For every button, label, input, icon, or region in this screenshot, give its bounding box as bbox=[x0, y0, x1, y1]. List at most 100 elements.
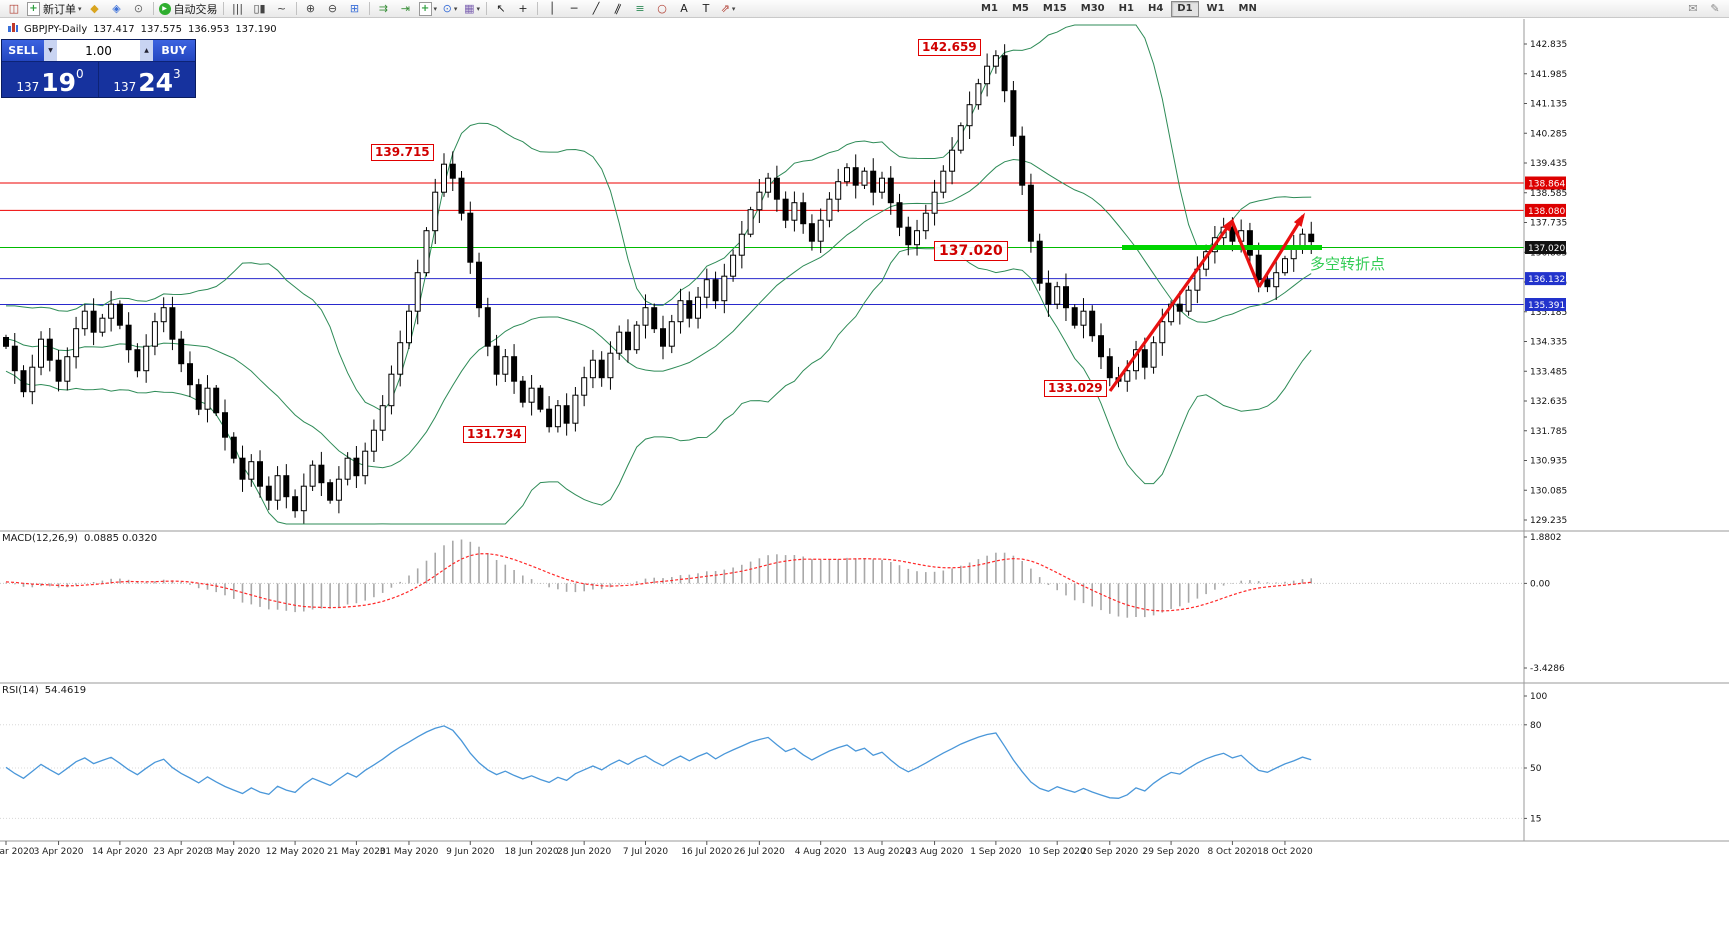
svg-text:137.735: 137.735 bbox=[1530, 219, 1567, 229]
quote-low: 136.953 bbox=[187, 24, 230, 35]
svg-text:0.00: 0.00 bbox=[1530, 579, 1550, 589]
chat-icon[interactable]: ✉ bbox=[1682, 1, 1704, 17]
timeframe-h1[interactable]: H1 bbox=[1118, 3, 1134, 14]
volume-input[interactable]: 1.00 bbox=[57, 40, 140, 61]
sell-price[interactable]: 137 19 0 bbox=[16, 67, 84, 97]
market-icon[interactable]: ◆ bbox=[84, 1, 106, 17]
svg-text:26 Jul 2020: 26 Jul 2020 bbox=[734, 847, 785, 857]
price-badge bbox=[1525, 241, 1566, 254]
horizontal-line-icon[interactable]: ─ bbox=[563, 1, 585, 17]
sell-button[interactable]: SELL bbox=[2, 40, 44, 61]
price-badge bbox=[1525, 203, 1566, 217]
volume-down-button[interactable]: ▼ bbox=[44, 40, 57, 61]
svg-text:140.285: 140.285 bbox=[1530, 129, 1567, 139]
chart-canvas[interactable]: 142.835 141.985 141.135 140.285 139.435 138.5… bbox=[0, 19, 1729, 944]
svg-text:20 Sep 2020: 20 Sep 2020 bbox=[1081, 847, 1138, 857]
indicators-icon[interactable]: + ▾ bbox=[417, 1, 440, 17]
svg-text:3 Apr 2020: 3 Apr 2020 bbox=[34, 847, 84, 857]
tester-icon[interactable]: ⊙ bbox=[128, 1, 150, 17]
timeframe-m15[interactable]: M15 bbox=[1042, 3, 1067, 14]
auto-scroll-icon: ⇉ bbox=[378, 1, 389, 15]
tile-windows-icon[interactable]: ⊞ bbox=[344, 1, 366, 17]
bar-chart-icon[interactable]: ||| bbox=[227, 1, 249, 17]
svg-text:1.8802: 1.8802 bbox=[1530, 533, 1562, 543]
vertical-line-icon[interactable]: │ bbox=[541, 1, 563, 17]
text-icon[interactable]: A bbox=[673, 1, 695, 17]
edit-icon[interactable]: ✎ bbox=[1704, 1, 1726, 17]
dropdown-arrow-icon[interactable]: ▾ bbox=[433, 4, 438, 13]
svg-text:130.935: 130.935 bbox=[1530, 457, 1567, 467]
quote-high: 137.575 bbox=[140, 24, 182, 35]
dropdown-arrow-icon[interactable]: ▾ bbox=[78, 4, 82, 13]
auto-trading-icon: ▶ bbox=[158, 2, 171, 15]
chart-shift-icon[interactable]: ⇥ bbox=[395, 1, 417, 17]
new-order-button[interactable]: + 新订单 ▾ bbox=[25, 1, 84, 17]
price-annotation[interactable]: 139.715 bbox=[371, 144, 434, 161]
symbol-label: GBPJPY-Daily bbox=[24, 24, 88, 35]
timeframe-h4[interactable]: H4 bbox=[1147, 3, 1164, 14]
turning-point-note[interactable]: 多空转折点 bbox=[1310, 255, 1386, 273]
tile-windows-icon: ⊞ bbox=[349, 1, 360, 15]
svg-text:1 Sep 2020: 1 Sep 2020 bbox=[970, 847, 1022, 857]
auto-scroll-icon[interactable]: ⇉ bbox=[373, 1, 395, 17]
svg-text:18 Oct 2020: 18 Oct 2020 bbox=[1257, 847, 1313, 857]
periods-icon[interactable]: ⊙ ▾ bbox=[439, 1, 461, 17]
buy-price[interactable]: 137 24 3 bbox=[113, 67, 181, 97]
navigator-icon[interactable]: ◈ bbox=[106, 1, 128, 17]
toolbar: ◫ + 新订单 ▾ ◆ ◈ ⊙ ▶ 自动交易 ||| ▯▮ ~ ⊕ ⊖ ⊞ ⇉ ⇥ + ▾ ⊙ ▾ ▦ ▾ ↖ + │ ─ ╱ ∥ ≡ ○ A… bbox=[0, 0, 1729, 18]
timeframe-d1[interactable]: D1 bbox=[1171, 0, 1199, 17]
arrows-icon: ⇗ bbox=[720, 1, 730, 15]
svg-text:141.985: 141.985 bbox=[1530, 70, 1567, 80]
zoom-in-icon[interactable]: ⊕ bbox=[300, 1, 322, 17]
price-badge bbox=[1525, 298, 1566, 311]
timeframe-m30[interactable]: M30 bbox=[1080, 3, 1105, 14]
volume-up-button[interactable]: ▲ bbox=[140, 40, 153, 61]
crosshair-icon[interactable]: + bbox=[512, 1, 534, 17]
chart-window-icon[interactable]: ◫ bbox=[3, 1, 25, 17]
svg-text:135.185: 135.185 bbox=[1530, 308, 1567, 318]
timeframe-m5[interactable]: M5 bbox=[1011, 3, 1029, 14]
fibonacci-icon[interactable]: ≡ bbox=[629, 1, 651, 17]
text-label-icon[interactable]: T bbox=[695, 1, 717, 17]
svg-text:23 Apr 2020: 23 Apr 2020 bbox=[153, 847, 209, 857]
svg-text:26 Mar 2020: 26 Mar 2020 bbox=[0, 847, 35, 857]
svg-text:9 Jun 2020: 9 Jun 2020 bbox=[446, 847, 495, 857]
svg-text:28 Jun 2020: 28 Jun 2020 bbox=[557, 847, 611, 857]
svg-text:138.585: 138.585 bbox=[1530, 189, 1567, 199]
line-chart-icon[interactable]: ~ bbox=[271, 1, 293, 17]
price-annotation[interactable]: 142.659 bbox=[918, 39, 981, 56]
macd-label: MACD(12,26,9) 0.0885 0.0320 bbox=[2, 533, 158, 544]
candlestick-chart-icon[interactable]: ▯▮ bbox=[249, 1, 271, 17]
timeframe-mn[interactable]: MN bbox=[1238, 3, 1257, 14]
price-annotation[interactable]: 137.020 bbox=[934, 241, 1008, 261]
svg-text:16 Jul 2020: 16 Jul 2020 bbox=[681, 847, 732, 857]
templates-icon[interactable]: ▦ ▾ bbox=[461, 1, 483, 17]
chart-area[interactable]: 142.835 141.985 141.135 140.285 139.435 138.5… bbox=[0, 19, 1729, 944]
timeframe-w1[interactable]: W1 bbox=[1206, 3, 1225, 14]
svg-text:138.864: 138.864 bbox=[1528, 179, 1565, 189]
templates-icon: ▦ bbox=[464, 1, 475, 15]
svg-text:137.020: 137.020 bbox=[1528, 244, 1565, 254]
fibonacci-icon: ≡ bbox=[635, 1, 645, 15]
shapes-icon[interactable]: ○ bbox=[651, 1, 673, 17]
auto-trading-button[interactable]: ▶ 自动交易 bbox=[157, 1, 220, 17]
trendline-icon[interactable]: ╱ bbox=[585, 1, 607, 17]
periods-icon: ⊙ bbox=[442, 1, 452, 15]
auto-trading-button-label: 自动交易 bbox=[173, 2, 218, 16]
dropdown-arrow-icon[interactable]: ▾ bbox=[453, 4, 458, 13]
arrows-icon[interactable]: ⇗ ▾ bbox=[717, 1, 739, 17]
dropdown-arrow-icon[interactable]: ▾ bbox=[731, 4, 736, 13]
timeframe-m1[interactable]: M1 bbox=[981, 3, 998, 14]
svg-text:3 May 2020: 3 May 2020 bbox=[207, 847, 260, 857]
dropdown-arrow-icon[interactable]: ▾ bbox=[476, 4, 480, 13]
chart-shift-icon: ⇥ bbox=[400, 1, 411, 15]
channel-icon[interactable]: ∥ bbox=[607, 1, 629, 17]
cursor-icon[interactable]: ↖ bbox=[490, 1, 512, 17]
price-annotation[interactable]: 131.734 bbox=[463, 426, 526, 443]
svg-text:-3.4286: -3.4286 bbox=[1530, 664, 1565, 674]
tester-icon: ⊙ bbox=[133, 1, 144, 15]
zoom-out-icon[interactable]: ⊖ bbox=[322, 1, 344, 17]
buy-button[interactable]: BUY bbox=[153, 40, 195, 61]
price-annotation[interactable]: 133.029 bbox=[1044, 380, 1107, 397]
